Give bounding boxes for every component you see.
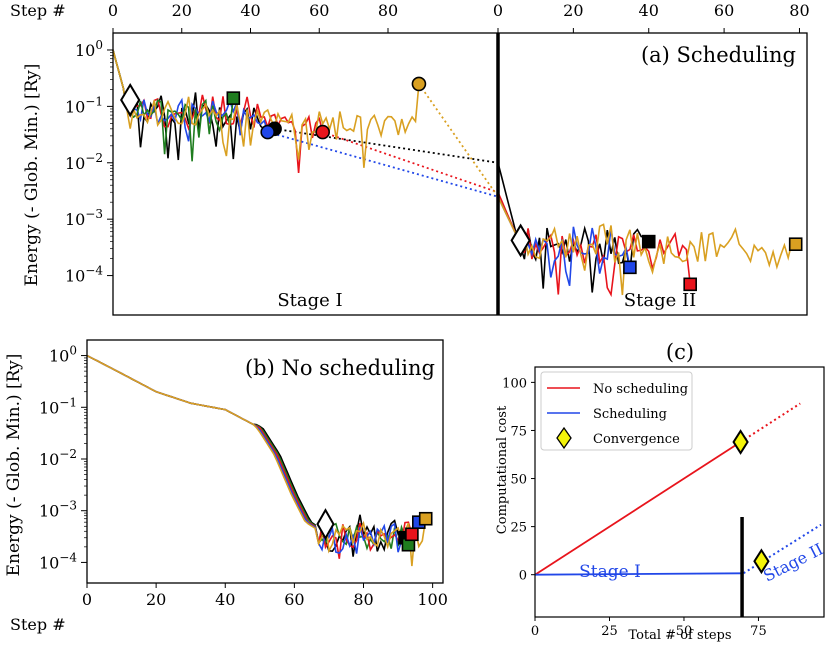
series-a-orange-stage1-marker xyxy=(411,76,427,92)
panel-a: 0 20 40 60 80 0 20 40 60 80 100 10−1 10−2 10−3 10−4 St… xyxy=(10,1,810,316)
series-a-red-stage1-marker xyxy=(315,124,330,140)
series-b-orange-end-marker xyxy=(418,511,433,526)
x-tick-label-b: 80 xyxy=(353,590,373,609)
series-a-red-stage1 xyxy=(112,49,324,173)
legend: No scheduling Scheduling Convergence xyxy=(540,371,693,451)
series-a-black-stage2-marker xyxy=(641,234,656,249)
panel-b-xlabel: Step # xyxy=(10,615,66,634)
panel-c: 0 25 50 75 0 25 50 75 100 (c) Total # of steps C… xyxy=(495,340,826,643)
x-tick-label-c: 25 xyxy=(601,624,618,639)
x-tick-label-a: 80 xyxy=(378,1,398,20)
y-tick-label-a: 10−3 xyxy=(65,207,103,229)
x-tick-label-b: 60 xyxy=(284,590,304,609)
panel-c-stage1-label: Stage I xyxy=(579,562,641,582)
x-tick-label-c: 75 xyxy=(750,624,767,639)
convergence-marker-c-2 xyxy=(753,548,770,575)
x-tick-label-a: 40 xyxy=(240,1,260,20)
series-b-red-end-marker xyxy=(405,527,419,542)
y-tick-label-a: 10−1 xyxy=(65,94,103,116)
panel-a-xlabel: Step # xyxy=(10,1,66,20)
series-a-orange-stage2-marker xyxy=(788,237,803,252)
y-tick-label-c: 50 xyxy=(510,473,527,488)
series-a-red-stage2-marker xyxy=(683,277,697,292)
x-tick-label-a: 80 xyxy=(789,1,809,20)
panel-c-ylabel: Computational cost xyxy=(495,405,510,534)
x-tick-label-a: 60 xyxy=(714,1,734,20)
x-tick-label-b: 100 xyxy=(417,590,448,609)
legend-box xyxy=(540,371,693,451)
stage-label-1: Stage I xyxy=(277,290,342,311)
panel-c-stage2-label: Stage II xyxy=(760,539,826,585)
x-tick-label-b: 20 xyxy=(146,590,166,609)
x-tick-label-a: 20 xyxy=(172,1,192,20)
panel-a-title: (a) Scheduling xyxy=(641,43,796,67)
series-a-orange-dotted xyxy=(418,83,499,198)
x-tick-label-a: 0 xyxy=(493,1,503,20)
panel-b-ylabel: Energy (- Glob. Min.) [Ry] xyxy=(4,354,24,577)
panel-b-title: (b) No scheduling xyxy=(245,356,435,380)
panel-b: 0 20 40 60 80 100 100 10−1 10−2 10−3 10−4 Step # E… xyxy=(4,339,448,634)
series-a-red-dotted xyxy=(322,131,499,194)
series-c-red-dotted xyxy=(740,402,801,443)
series-a-blue-stage1-marker xyxy=(260,124,275,140)
x-tick-label-a: 0 xyxy=(108,1,118,20)
x-tick-label-b: 40 xyxy=(215,590,235,609)
y-tick-label-a: 10−4 xyxy=(65,264,103,286)
series-a-orange-stage1 xyxy=(112,49,420,168)
legend-item-convergence: Convergence xyxy=(593,432,680,447)
convergence-marker-c-1 xyxy=(732,429,749,455)
y-tick-label-c: 0 xyxy=(519,569,527,584)
y-tick-label-c: 100 xyxy=(502,376,527,391)
panel-a-frame xyxy=(112,32,808,316)
series-a-blue-dotted xyxy=(267,131,499,198)
y-tick-label-a: 10−2 xyxy=(65,151,103,173)
x-tick-label-c: 0 xyxy=(531,624,539,639)
legend-diamond-icon xyxy=(556,426,572,450)
legend-item-scheduling: Scheduling xyxy=(593,407,667,422)
y-tick-label-b: 10−4 xyxy=(39,550,77,572)
x-tick-label-a: 60 xyxy=(309,1,329,20)
y-tick-label-a: 100 xyxy=(75,38,103,60)
y-tick-label-b: 10−1 xyxy=(39,395,77,417)
y-tick-label-c: 25 xyxy=(510,521,527,536)
y-tick-label-c: 75 xyxy=(510,424,527,439)
convergence-marker-a-1 xyxy=(120,83,141,117)
x-tick-label-c: 50 xyxy=(676,624,693,639)
stage-label-2: Stage II xyxy=(624,290,696,311)
panel-c-title: (c) xyxy=(666,340,694,364)
series-a-orange-stage2 xyxy=(497,196,797,296)
y-tick-label-b: 10−2 xyxy=(39,447,77,469)
y-tick-label-b: 100 xyxy=(49,344,77,366)
convergence-marker-b xyxy=(316,508,335,541)
series-a-blue-stage2-marker xyxy=(623,260,637,275)
x-tick-label-a: 20 xyxy=(563,1,583,20)
x-tick-label-b: 0 xyxy=(82,590,92,609)
convergence-marker-a-2 xyxy=(510,223,531,258)
legend-item-no-scheduling: No scheduling xyxy=(593,382,688,397)
panel-c-xlabel: Total # of steps xyxy=(628,628,731,643)
series-c-blue-solid xyxy=(534,572,741,576)
y-tick-label-b: 10−3 xyxy=(39,499,77,521)
panel-c-frame xyxy=(534,366,825,618)
panel-a-ylabel: Energy (- Glob. Min.) [Ry] xyxy=(22,64,42,287)
series-b-orange xyxy=(86,354,427,567)
x-tick-label-a: 40 xyxy=(639,1,659,20)
series-a-green-end-marker xyxy=(226,91,241,105)
series-b-blue xyxy=(86,354,420,555)
series-c-red-solid xyxy=(534,441,742,576)
